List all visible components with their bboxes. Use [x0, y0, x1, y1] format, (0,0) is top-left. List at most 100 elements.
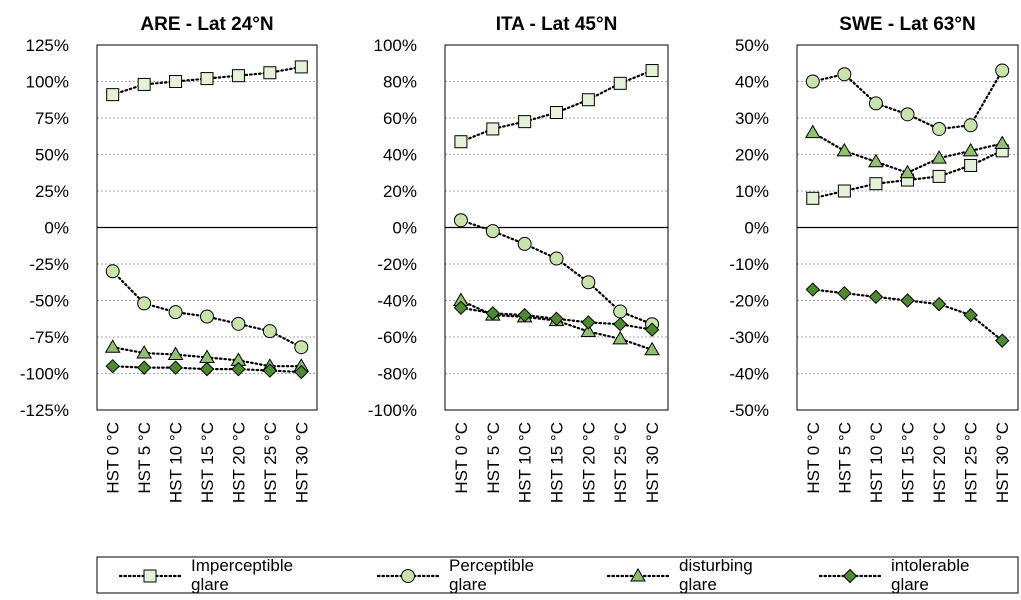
y-tick-label: -50%: [729, 401, 769, 420]
data-point-imperceptible: [454, 135, 468, 149]
data-point-perceptible: [837, 67, 852, 82]
data-point-intolerable: [581, 315, 596, 330]
data-point-imperceptible: [263, 66, 277, 80]
y-tick-label: -80%: [377, 365, 417, 384]
chart-title: ARE - Lat 24°N: [140, 14, 273, 35]
y-tick-label: 0%: [744, 219, 769, 238]
y-tick-label: -20%: [377, 255, 417, 274]
data-point-disturbing: [612, 330, 629, 345]
x-tick-label: HST 5 °C: [835, 422, 854, 494]
x-tick-label: HST 25 °C: [962, 422, 981, 503]
data-point-imperceptible: [932, 169, 946, 183]
data-point-perceptible: [517, 236, 532, 251]
y-tick-label: 100%: [374, 36, 417, 55]
data-point-disturbing: [836, 142, 853, 157]
y-tick-label: 40%: [383, 146, 417, 165]
y-tick-label: 20%: [383, 182, 417, 201]
data-point-intolerable: [485, 306, 500, 321]
data-point-imperceptible: [806, 191, 820, 205]
x-tick-label: HST 10 °C: [516, 422, 535, 503]
x-tick-label: HST 10 °C: [167, 422, 186, 503]
data-point-disturbing: [962, 142, 979, 157]
data-point-intolerable: [517, 307, 532, 323]
x-tick-label: HST 0 °C: [104, 422, 123, 494]
x-tick-label: HST 30 °C: [993, 422, 1012, 503]
x-tick-label: HST 10 °C: [867, 422, 886, 503]
data-point-perceptible: [963, 118, 978, 133]
data-point-imperceptible: [486, 122, 500, 136]
legend-marker-circle: [401, 569, 415, 583]
x-tick-label: HST 20 °C: [579, 422, 598, 503]
data-point-perceptible: [485, 224, 500, 239]
data-point-imperceptible: [550, 106, 563, 120]
y-tick-label: 0%: [392, 219, 417, 238]
data-point-perceptible: [932, 121, 947, 136]
y-tick-label: 60%: [383, 109, 417, 128]
x-tick-label: HST 5 °C: [135, 422, 154, 494]
data-point-imperceptible: [869, 177, 883, 191]
data-point-imperceptible: [231, 69, 245, 83]
data-point-disturbing: [804, 124, 821, 139]
legend-label: intolerable: [891, 556, 969, 575]
y-tick-label: 10%: [735, 182, 769, 201]
y-tick-label: 100%: [26, 73, 69, 92]
legend-marker-square: [143, 569, 157, 583]
data-point-disturbing: [580, 323, 597, 338]
x-tick-label: HST 25 °C: [261, 422, 280, 503]
data-point-imperceptible: [137, 77, 151, 91]
data-point-perceptible: [868, 96, 883, 111]
data-point-intolerable: [995, 333, 1010, 348]
legend-label: glare: [891, 575, 929, 594]
plot-area-frame: [444, 44, 669, 411]
data-point-perceptible: [805, 74, 820, 89]
x-tick-label: HST 5 °C: [484, 422, 503, 494]
legend-label: Perceptible: [449, 556, 534, 575]
legend-label: glare: [449, 575, 487, 594]
x-tick-label: HST 0 °C: [804, 422, 823, 494]
x-tick-label: HST 15 °C: [198, 422, 217, 503]
chart-title: ITA - Lat 45°N: [496, 14, 618, 35]
y-tick-label: 30%: [735, 109, 769, 128]
data-point-perceptible: [262, 324, 277, 339]
x-tick-label: HST 20 °C: [229, 422, 248, 503]
legend-label: disturbing: [679, 556, 753, 575]
legend-label: Imperceptible: [191, 556, 293, 575]
data-point-disturbing: [899, 164, 916, 179]
y-tick-label: 50%: [735, 36, 769, 55]
data-point-perceptible: [231, 316, 246, 331]
y-tick-label: 80%: [383, 73, 417, 92]
plot-area-frame: [796, 44, 1019, 411]
x-tick-label: HST 20 °C: [930, 422, 949, 503]
x-tick-label: HST 30 °C: [643, 422, 662, 503]
y-tick-label: 0%: [44, 219, 69, 238]
data-point-disturbing: [167, 346, 184, 361]
data-point-imperceptible: [964, 158, 978, 172]
legend-frame: [96, 556, 1019, 594]
x-tick-label: HST 15 °C: [899, 422, 918, 503]
y-tick-label: -20%: [729, 292, 769, 311]
data-point-intolerable: [453, 300, 469, 316]
y-tick-label: -30%: [729, 328, 769, 347]
chart-title: SWE - Lat 63°N: [839, 14, 975, 35]
data-point-disturbing: [931, 150, 947, 164]
data-point-perceptible: [168, 305, 183, 320]
data-point-imperceptible: [294, 60, 308, 74]
data-point-imperceptible: [645, 64, 659, 78]
data-point-perceptible: [581, 275, 596, 290]
data-point-perceptible: [613, 304, 628, 319]
data-point-perceptible: [105, 264, 120, 279]
x-tick-label: HST 0 °C: [452, 422, 471, 494]
data-point-perceptible: [995, 63, 1010, 78]
y-tick-label: 40%: [735, 73, 769, 92]
chart-panel-3: SWE - Lat 63°N 50% 40% 30% 20% 10% 0% -10% -20% -…: [729, 14, 1019, 503]
plot-area-frame: [96, 44, 318, 411]
data-point-intolerable: [868, 289, 884, 305]
data-point-perceptible: [200, 309, 214, 324]
data-point-intolerable: [168, 360, 183, 375]
x-tick-label: HST 25 °C: [611, 422, 630, 503]
data-point-disturbing: [644, 341, 660, 356]
data-point-perceptible: [137, 296, 152, 311]
data-point-intolerable: [900, 293, 915, 308]
y-tick-label: -60%: [377, 328, 417, 347]
